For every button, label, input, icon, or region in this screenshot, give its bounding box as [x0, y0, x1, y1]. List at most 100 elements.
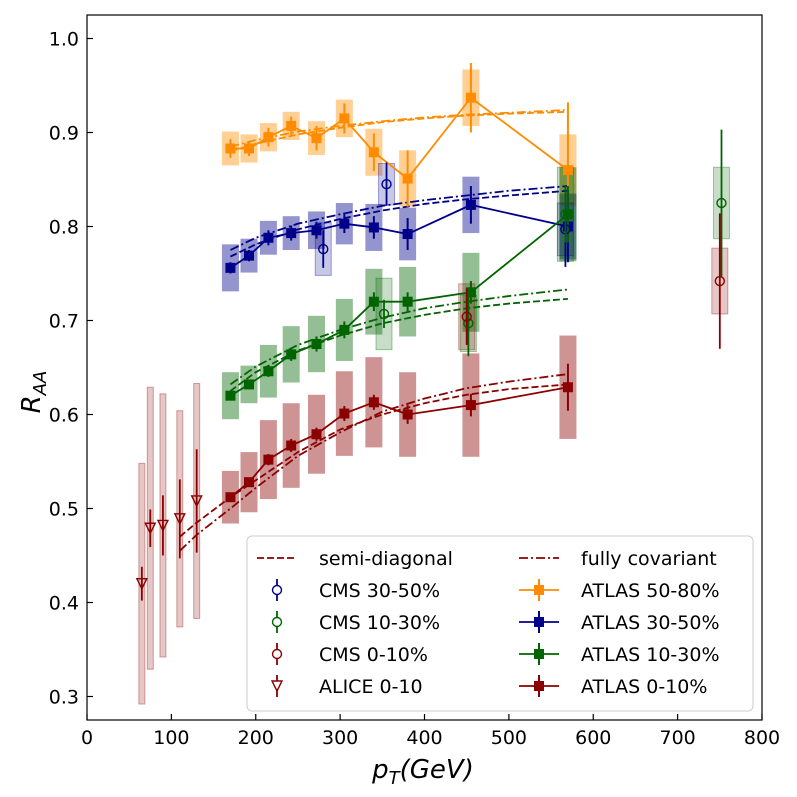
legend-swatch-atlas-50-80: [534, 585, 544, 595]
atlas-30-50-point: [244, 250, 254, 261]
atlas-30-50-point: [402, 229, 413, 240]
alice-point: [144, 522, 157, 535]
legend-swatch-cms-0-10: [271, 648, 283, 660]
legend-swatch-cms-10-30: [271, 616, 283, 628]
atlas-50-80-point: [562, 165, 573, 176]
atlas-10-30-point: [286, 349, 297, 360]
y-axis-label-main: R: [17, 395, 47, 413]
semi-diagonal-curve-10-30: [229, 297, 569, 392]
legend-swatch-atlas-10-30: [534, 649, 544, 659]
y-tick-label: 0.6: [49, 405, 79, 427]
cms-10-30-point: [716, 197, 727, 209]
legend-label-atlas-10-30: ATLAS 10-30%: [581, 644, 720, 666]
alice-point: [135, 578, 148, 591]
legend-swatch-atlas-30-50: [534, 617, 544, 627]
y-tick-label: 0.5: [49, 499, 79, 521]
atlas-0-10-point: [562, 382, 573, 393]
fully-covariant-curve-0-10: [179, 373, 569, 552]
semi-diagonal-curve-0-10: [179, 383, 569, 538]
legend-box: [246, 535, 754, 712]
cms-30-50-point: [318, 243, 329, 255]
atlas-30-50-point: [368, 222, 379, 233]
alice-point: [156, 519, 170, 532]
x-axis-label-sub: T: [389, 768, 402, 789]
legend-label-fully-covariant: fully covariant: [581, 548, 717, 570]
legend-label-cms-10-30: CMS 10-30%: [319, 612, 440, 634]
atlas-30-50-point: [311, 225, 322, 236]
atlas-50-80-point: [402, 173, 413, 184]
cms-10-30-point: [463, 318, 474, 329]
axes: 0 100 200 300 400 500 600 700 800 0.3 0.4 0.5 0.6 0.7…: [49, 14, 780, 749]
atlas-30-50-point: [225, 262, 236, 273]
legend-swatch-atlas-0-10: [534, 681, 544, 691]
atlas-50-80-point: [339, 113, 350, 124]
atlas-30-50-point: [286, 228, 297, 239]
cms-0-10-point: [461, 311, 472, 322]
atlas-10-30-point: [562, 209, 573, 220]
atlas-10-30-point: [263, 366, 274, 377]
cms-30-50-point: [381, 178, 392, 190]
atlas-10-30-point: [225, 390, 236, 401]
atlas-50-80-point: [263, 132, 274, 143]
atlas-0-10-point: [311, 429, 322, 440]
atlas-50-80-point: [368, 147, 379, 158]
atlas-0-10-point: [263, 454, 274, 465]
atlas-50-80-point: [286, 120, 297, 131]
alice-point: [173, 513, 186, 526]
x-tick-label: 0: [81, 727, 93, 749]
legend-label-atlas-50-80: ATLAS 50-80%: [581, 580, 720, 602]
legend-label-alice-0-10: ALICE 0-10: [319, 676, 423, 698]
fully-covariant-curve-10-30: [229, 288, 569, 386]
x-tick-label: 200: [238, 727, 274, 749]
legend-entry-atlas-0-10: ATLAS 0-10%: [519, 675, 707, 698]
legend-label-cms-30-50: CMS 30-50%: [319, 580, 440, 602]
y-axis-label: RAA: [17, 371, 51, 414]
atlas-30-50-point: [339, 218, 350, 229]
atlas-50-80-line: [230, 96, 569, 180]
atlas-10-30-point: [368, 296, 379, 307]
cms-10-30-point: [560, 209, 571, 220]
legend-entry-cms-30-50: CMS 30-50%: [271, 579, 440, 602]
cms-0-10-point: [714, 275, 726, 287]
y-tick-label: 0.9: [49, 123, 79, 145]
atlas-10-30-point: [311, 339, 322, 349]
legend-entry-atlas-10-30: ATLAS 10-30%: [519, 643, 720, 666]
atlas-0-10-point: [368, 397, 379, 408]
legend: semi-diagonal fully covariant CMS 30-50% AT…: [246, 535, 754, 712]
atlas-0-10-point: [465, 400, 476, 411]
atlas-30-50-point: [465, 199, 476, 210]
legend-label-atlas-0-10: ATLAS 0-10%: [581, 676, 707, 698]
atlas-10-30-point: [244, 379, 254, 390]
legend-entry-atlas-50-80: ATLAS 50-80%: [519, 579, 720, 602]
legend-entry-atlas-30-50: ATLAS 30-50%: [519, 611, 720, 634]
atlas-0-10-point: [402, 409, 413, 420]
legend-entry-cms-10-30: CMS 10-30%: [271, 611, 440, 634]
x-tick-label: 500: [491, 727, 527, 749]
atlas-0-10-point: [286, 440, 297, 451]
x-tick-label: 300: [322, 727, 358, 749]
y-tick-label: 1.0: [49, 29, 79, 51]
atlas-50-80-point: [225, 143, 236, 154]
y-tick-label: 0.4: [49, 593, 79, 615]
y-tick-label: 0.3: [49, 687, 79, 709]
x-axis-label: pT(GeV): [371, 755, 474, 789]
y-axis-label-group: RAA: [17, 371, 51, 414]
legend-entry-semi-diagonal: semi-diagonal: [257, 548, 453, 570]
atlas-0-10-point: [339, 408, 350, 419]
atlas-30-50-point: [263, 232, 274, 243]
y-tick-label: 0.8: [49, 217, 79, 239]
x-axis-label-main: p: [371, 755, 389, 785]
atlas-50-80-point: [244, 143, 254, 154]
legend-entry-cms-0-10: CMS 0-10%: [271, 643, 428, 666]
x-tick-label: 100: [153, 727, 189, 749]
x-tick-label: 600: [575, 727, 611, 749]
legend-label-atlas-30-50: ATLAS 30-50%: [581, 612, 720, 634]
legend-entry-alice-0-10: ALICE 0-10: [270, 675, 423, 698]
atlas-30-50-line: [229, 203, 569, 269]
atlas-10-30-point: [465, 287, 476, 298]
y-axis-label-sub: AA: [30, 371, 51, 397]
atlas-0-10-line: [229, 386, 569, 498]
legend-label-semi-diagonal: semi-diagonal: [319, 548, 453, 570]
atlas-10-30-point: [402, 296, 413, 307]
